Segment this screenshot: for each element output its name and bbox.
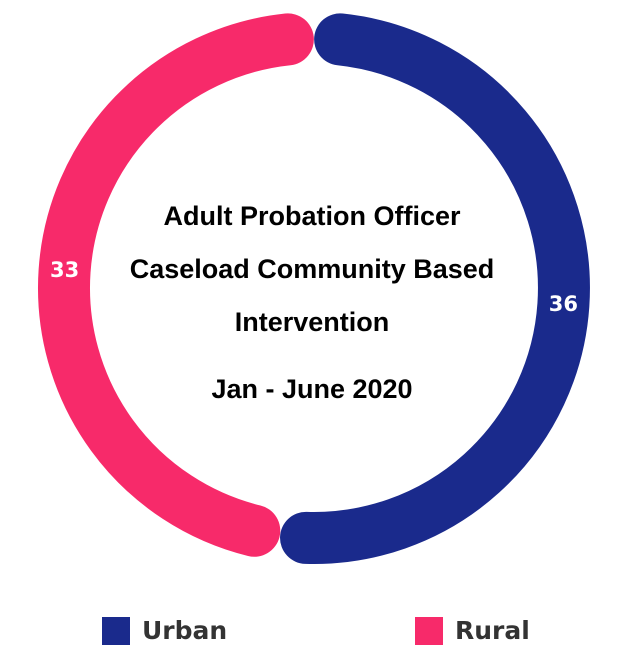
- slice-urban[interactable]: [280, 13, 590, 564]
- slice-label-rural: 33: [50, 258, 79, 282]
- legend-item-rural[interactable]: Rural: [415, 616, 530, 645]
- chart-title-line-3: Intervention: [234, 307, 390, 337]
- slice-label-urban: 36: [549, 292, 578, 316]
- legend: Urban Rural: [0, 616, 625, 652]
- legend-swatch-urban: [102, 616, 130, 645]
- legend-label-urban: Urban: [142, 616, 228, 645]
- chart-subtitle: Jan - June 2020: [211, 374, 413, 404]
- legend-label-rural: Rural: [455, 616, 530, 645]
- legend-item-urban[interactable]: Urban: [102, 616, 227, 645]
- slice-rural[interactable]: [38, 13, 314, 557]
- chart-title-line-2: Caseload Community Based: [129, 254, 495, 284]
- chart-title: Adult Probation Officer Caseload Communi…: [92, 190, 532, 416]
- chart-title-line-1: Adult Probation Officer: [163, 201, 461, 231]
- legend-swatch-rural: [415, 616, 443, 645]
